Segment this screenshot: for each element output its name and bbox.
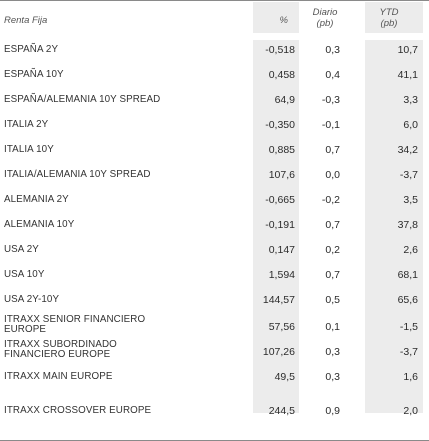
row-value: 0,458 [268,69,295,81]
row-ytd: 1,6 [403,371,418,383]
row-label-line1: ITRAXX SUBORDINADO [4,339,117,350]
row-label: ITRAXX CROSSOVER EUROPE [4,405,152,416]
row-ytd: 10,7 [397,44,418,56]
row-label: USA 2Y [4,244,39,255]
row-label: ALEMANIA 2Y [4,194,69,205]
row-value: 0,885 [268,144,295,156]
row-daily: 0,2 [325,244,340,256]
header-title: Renta Fija [4,15,48,26]
row-value: 107,6 [268,169,295,181]
row-label-line2: EUROPE [4,324,46,335]
row-daily: 0,4 [325,69,340,81]
ytd-column-shade [365,40,423,413]
row-ytd: 2,6 [403,244,418,256]
row-ytd: -3,7 [399,346,418,358]
header-ytd-label: YTD [379,7,399,18]
row-daily: 0,3 [325,371,340,383]
row-value: 1,594 [268,269,295,281]
row-ytd: 41,1 [397,69,418,81]
row-label: USA 2Y-10Y [4,294,60,305]
header-diario: Diario (pb) [308,7,342,29]
row-label-line2: FINANCIERO EUROPE [4,349,111,360]
row-label: ITALIA 2Y [4,119,49,130]
row-ytd: -3,7 [399,169,418,181]
row-value: -0,665 [265,194,295,206]
row-daily: -0,1 [321,119,340,131]
row-daily: 0,7 [325,219,340,231]
row-value: 0,147 [268,244,295,256]
row-label: ESPAÑA 10Y [4,69,64,80]
row-value: 107,26 [262,346,295,358]
row-value: 57,56 [268,321,295,333]
row-ytd: -1,5 [399,321,418,333]
row-value: 49,5 [274,371,295,383]
row-value: 64,9 [274,94,295,106]
row-value: -0,191 [265,219,295,231]
table-header: Renta Fija % Diario (pb) YTD (pb) [0,0,429,40]
row-daily: 0,3 [325,346,340,358]
row-label: ITRAXX SUBORDINADO FINANCIERO EUROPE [4,340,117,360]
row-ytd: 34,2 [397,144,418,156]
row-daily: 0,0 [325,169,340,181]
row-value: -0,350 [265,119,295,131]
row-label: ITALIA 10Y [4,144,54,155]
row-daily: 0,5 [325,294,340,306]
row-daily: 0,3 [325,44,340,56]
header-ytd-shade [365,2,423,33]
row-ytd: 37,8 [397,219,418,231]
row-label: ITRAXX MAIN EUROPE [4,371,113,382]
row-label: ESPAÑA 2Y [4,44,59,55]
row-value: 144,57 [262,294,295,306]
row-ytd: 3,3 [403,94,418,106]
row-ytd: 3,5 [403,194,418,206]
row-label-line1: ITRAXX SENIOR FINANCIERO [4,314,146,325]
header-ytd: YTD (pb) [372,7,406,29]
row-ytd: 6,0 [403,119,418,131]
row-daily: -0,3 [321,94,340,106]
header-value-shade [253,2,299,33]
row-label: USA 10Y [4,269,45,280]
row-ytd: 2,0 [403,405,418,417]
header-ytd-unit: (pb) [380,18,398,29]
row-label: ESPAÑA/ALEMANIA 10Y SPREAD [4,94,161,105]
row-label: ITALIA/ALEMANIA 10Y SPREAD [4,169,151,180]
row-daily: -0,2 [321,194,340,206]
row-label: ALEMANIA 10Y [4,219,75,230]
row-value: -0,518 [265,44,295,56]
value-column-shade [253,40,299,413]
header-diario-label: Diario [312,7,338,18]
row-ytd: 65,6 [397,294,418,306]
row-value: 244,5 [268,405,295,417]
header-diario-unit: (pb) [316,18,334,29]
row-daily: 0,9 [325,405,340,417]
header-pct: % [279,15,288,26]
row-ytd: 68,1 [397,269,418,281]
row-label: ITRAXX SENIOR FINANCIERO EUROPE [4,315,145,335]
row-daily: 0,1 [325,321,340,333]
row-daily: 0,7 [325,144,340,156]
row-daily: 0,7 [325,269,340,281]
